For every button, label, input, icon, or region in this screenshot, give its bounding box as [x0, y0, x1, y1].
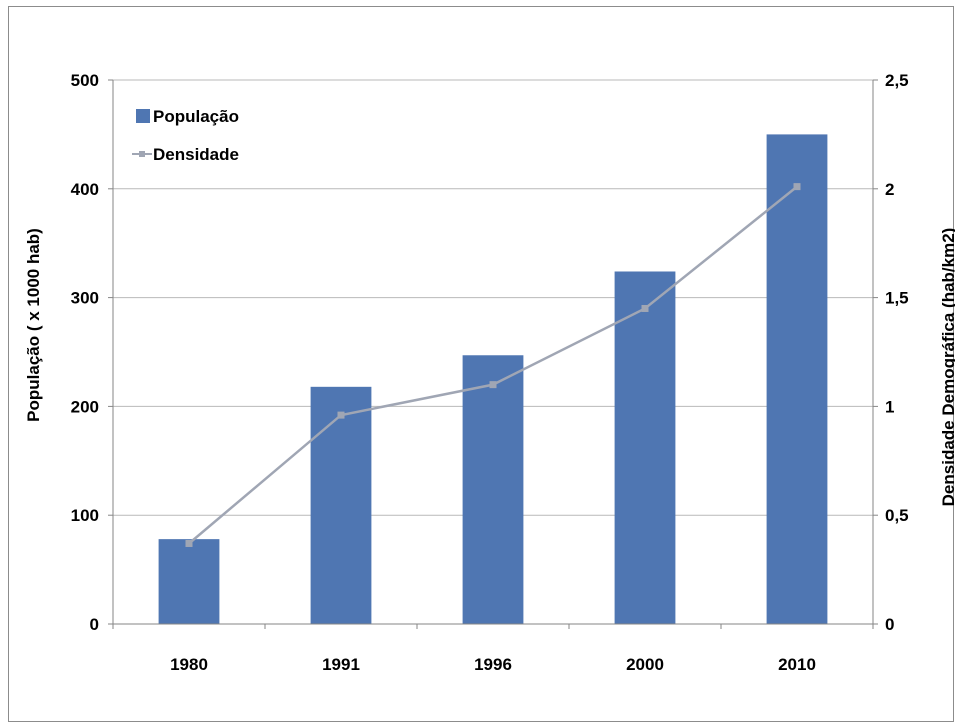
right-tick-label: 2,5 [885, 71, 909, 90]
left-tick-label: 200 [71, 397, 99, 416]
right-tick-label: 1,5 [885, 289, 909, 308]
point-densidade-1980 [185, 539, 193, 547]
left-axis-title: População ( x 1000 hab) [24, 228, 43, 422]
x-tick-label: 1991 [322, 655, 360, 674]
left-tick-label: 100 [71, 506, 99, 525]
axes [108, 79, 878, 629]
bar-populacao-2010 [766, 134, 828, 624]
bar-populacao-1991 [310, 386, 372, 624]
x-tick-label: 2000 [626, 655, 664, 674]
right-tick-label: 1 [885, 397, 894, 416]
gridlines [113, 79, 873, 516]
left-tick-label: 400 [71, 180, 99, 199]
left-tick-label: 300 [71, 289, 99, 308]
bar-populacao-1996 [462, 355, 524, 624]
point-densidade-1996 [489, 381, 497, 389]
x-tick-label: 2010 [778, 655, 816, 674]
right-tick-label: 2 [885, 180, 894, 199]
left-tick-label: 0 [90, 615, 99, 634]
point-densidade-2000 [641, 304, 649, 312]
right-axis-title: Densidade Demográfica (hab/km2) [939, 228, 955, 507]
legend: População Densidade [132, 107, 239, 164]
bar-series [158, 134, 828, 624]
left-tick-label: 500 [71, 71, 99, 90]
legend-label-populacao: População [153, 107, 239, 126]
legend-bar-swatch [136, 109, 150, 123]
line-series [185, 183, 801, 547]
tick-labels: 0 100 200 300 400 500 0 0,5 1 1,5 2 2,5 1980 1991 1996… [71, 71, 909, 674]
x-tick-label: 1980 [170, 655, 208, 674]
right-tick-label: 0,5 [885, 506, 909, 525]
point-densidade-1991 [337, 411, 345, 419]
right-tick-label: 0 [885, 615, 894, 634]
chart-frame: 0 100 200 300 400 500 0 0,5 1 1,5 2 2,5 1980 1991 1996… [8, 6, 955, 722]
legend-label-densidade: Densidade [153, 145, 239, 164]
point-densidade-2010 [793, 183, 801, 191]
bar-populacao-1980 [158, 539, 220, 624]
population-density-chart: 0 100 200 300 400 500 0 0,5 1 1,5 2 2,5 1980 1991 1996… [24, 71, 955, 674]
bar-populacao-2000 [614, 271, 676, 624]
x-tick-label: 1996 [474, 655, 512, 674]
legend-line-marker [139, 151, 145, 157]
